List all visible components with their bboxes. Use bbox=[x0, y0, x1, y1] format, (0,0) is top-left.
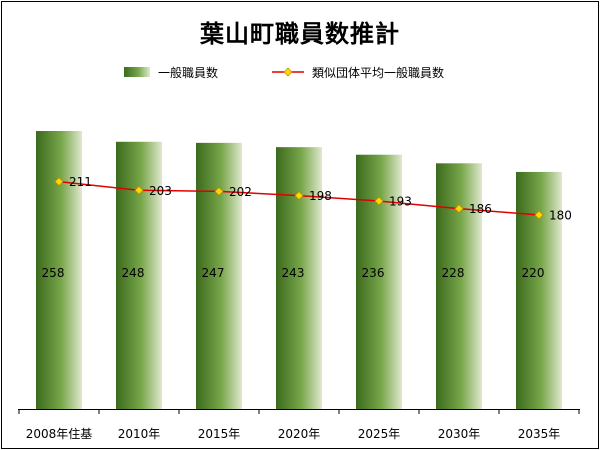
x-tick-label-0: 2008年住基 bbox=[26, 427, 93, 441]
line-value-label-5: 186 bbox=[469, 202, 492, 216]
legend-swatch-bar bbox=[124, 67, 150, 77]
bar-value-label-0: 258 bbox=[42, 266, 65, 280]
legend-swatch-line bbox=[272, 67, 304, 77]
x-tick-label-6: 2035年 bbox=[518, 427, 561, 441]
x-tick-label-3: 2020年 bbox=[278, 427, 321, 441]
line-point-4 bbox=[374, 196, 384, 206]
legend-label-bar: 一般職員数 bbox=[158, 65, 219, 80]
legend-item-line-series: 類似団体平均一般職員数 bbox=[272, 64, 444, 80]
line-value-label-2: 202 bbox=[229, 185, 252, 199]
bar-value-label-6: 220 bbox=[522, 266, 545, 280]
legend-label-line: 類似団体平均一般職員数 bbox=[312, 65, 445, 80]
bar-value-label-5: 228 bbox=[442, 266, 465, 280]
line-point-6 bbox=[534, 210, 544, 220]
x-tick-label-1: 2010年 bbox=[118, 427, 161, 441]
line-point-0 bbox=[54, 177, 64, 187]
line-point-2 bbox=[214, 186, 224, 196]
line-value-label-0: 211 bbox=[69, 175, 92, 189]
line-value-label-3: 198 bbox=[309, 189, 332, 203]
line-point-1 bbox=[134, 185, 144, 195]
x-tick-label-5: 2030年 bbox=[438, 427, 481, 441]
line-point-5 bbox=[454, 204, 464, 214]
bar-5 bbox=[436, 163, 482, 409]
bar-value-label-1: 248 bbox=[122, 266, 145, 280]
line-point-3 bbox=[294, 191, 304, 201]
x-tick-label-4: 2025年 bbox=[358, 427, 401, 441]
bar-value-label-4: 236 bbox=[362, 266, 385, 280]
bar-3 bbox=[276, 147, 322, 410]
line-value-label-6: 180 bbox=[549, 209, 572, 223]
bar-6 bbox=[516, 171, 562, 409]
line-value-label-4: 193 bbox=[389, 195, 412, 209]
bar-value-label-2: 247 bbox=[202, 266, 225, 280]
chart-title: 葉山町職員数推計 bbox=[200, 20, 400, 48]
bar-value-label-3: 243 bbox=[282, 266, 305, 280]
x-tick-label-2: 2015年 bbox=[198, 427, 241, 441]
legend-item-bar-series: 一般職員数 bbox=[124, 64, 218, 80]
bar-4 bbox=[356, 154, 402, 409]
line-value-label-1: 203 bbox=[149, 184, 172, 198]
